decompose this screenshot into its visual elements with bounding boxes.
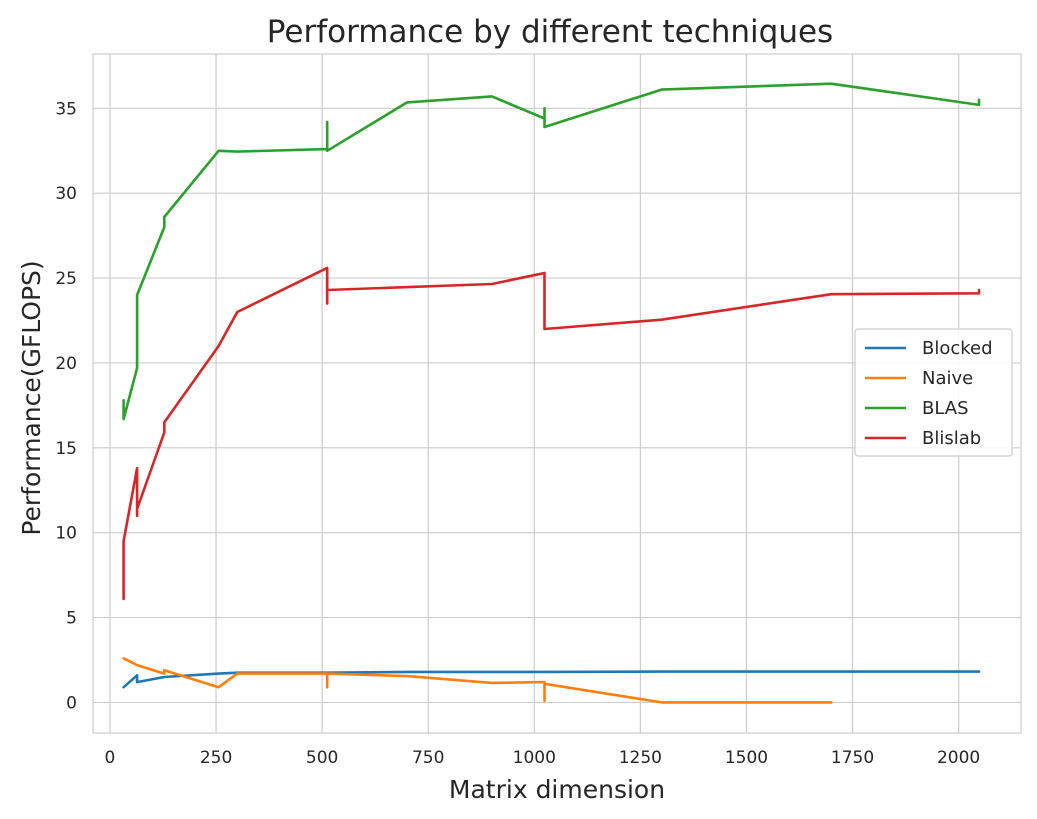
grid: [93, 54, 1021, 733]
y-axis-label: Performance(GFLOPS): [17, 260, 46, 535]
legend-box: [854, 328, 1013, 457]
y-tick-label: 10: [55, 524, 77, 544]
series-line-blas: [122, 82, 981, 421]
x-tick-label: 1000: [513, 748, 556, 768]
plot-frame: [92, 53, 1022, 734]
series-layer: [122, 82, 981, 704]
tick-labels: 0 250 500 750 1000 1250 1500 1750 2000 0 5 10 15 20 25…: [55, 99, 980, 768]
chart-title: Performance by different techniques: [267, 14, 833, 50]
x-tick-label: 500: [306, 748, 338, 768]
legend-label-blas: BLAS: [922, 398, 969, 419]
x-tick-label: 750: [412, 748, 444, 768]
legend-label-blislab: Blislab: [922, 428, 981, 449]
x-tick-label: 1500: [725, 748, 768, 768]
legend-label-naive: Naive: [922, 368, 973, 389]
series-line-blislab: [122, 266, 981, 601]
y-tick-label: 20: [55, 354, 77, 374]
x-tick-label: 2000: [937, 748, 980, 768]
x-tick-label: 1250: [619, 748, 662, 768]
x-tick-label: 250: [200, 748, 232, 768]
y-tick-label: 35: [55, 99, 77, 119]
y-tick-label: 5: [66, 609, 77, 629]
legend-label-blocked: Blocked: [922, 338, 993, 359]
series-line-naive: [122, 656, 833, 704]
y-tick-label: 30: [55, 184, 77, 204]
y-tick-label: 0: [66, 693, 77, 713]
y-tick-label: 25: [55, 269, 77, 289]
x-tick-label: 1750: [831, 748, 874, 768]
x-axis-label: Matrix dimension: [449, 775, 665, 804]
x-tick-label: 0: [105, 748, 116, 768]
y-tick-label: 15: [55, 439, 77, 459]
legend: Blocked Naive BLAS Blislab: [854, 328, 1013, 457]
